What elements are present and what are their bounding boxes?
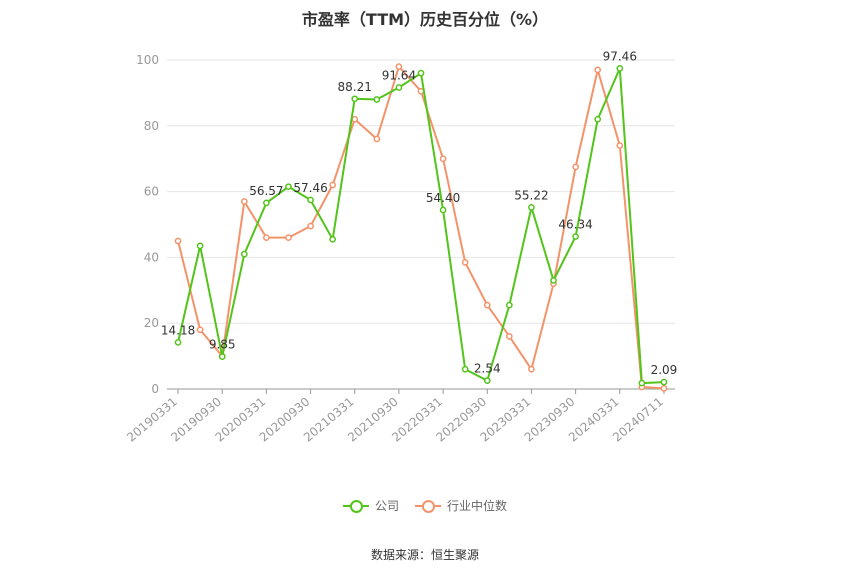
point-industry	[395, 63, 403, 70]
data-label: 88.21	[338, 80, 372, 94]
data-label: 46.34	[558, 218, 592, 232]
data-label: 55.22	[514, 188, 548, 202]
y-tick-label: 80	[144, 119, 159, 133]
point-industry	[373, 135, 381, 143]
point-company	[594, 115, 602, 123]
point-company	[351, 95, 359, 103]
point-industry	[263, 234, 270, 242]
data-label: 2.09	[651, 363, 678, 377]
point-industry	[572, 163, 579, 171]
point-industry	[461, 258, 469, 266]
legend-company-swatch	[342, 499, 369, 513]
data-label: 9.85	[209, 338, 236, 352]
point-company	[461, 365, 469, 373]
point-company	[417, 69, 425, 77]
point-company	[638, 379, 646, 387]
y-tick-label: 40	[144, 250, 159, 264]
point-company	[307, 196, 314, 204]
point-industry	[483, 301, 491, 309]
point-industry	[528, 365, 535, 373]
point-company	[660, 378, 668, 386]
point-company	[196, 242, 204, 250]
point-company	[505, 301, 513, 309]
point-industry	[505, 333, 513, 340]
data-label: 97.46	[603, 49, 637, 63]
point-company	[616, 65, 624, 72]
legend-company-label: 公司	[374, 499, 399, 513]
legend-item-company[interactable]: 公司	[342, 497, 399, 514]
legend-industry-swatch	[415, 499, 441, 513]
chart-title: 市盈率（TTM）历史百分位（%）	[301, 10, 549, 29]
point-company	[285, 183, 292, 191]
point-company	[528, 203, 535, 211]
point-industry	[196, 326, 204, 334]
point-industry	[329, 181, 337, 189]
point-industry	[174, 237, 182, 245]
point-industry	[351, 115, 359, 123]
y-tick-label: 60	[144, 185, 159, 199]
legend-industry-label: 行业中位数	[447, 499, 508, 513]
legend: 公司 行业中位数	[0, 497, 850, 514]
point-industry	[594, 66, 602, 74]
data-label: 2.54	[474, 362, 501, 376]
line-chart: 0204060801002019033120190930202003312020…	[124, 49, 678, 444]
point-industry	[240, 198, 248, 205]
point-industry	[616, 142, 624, 149]
data-label: 57.46	[293, 181, 327, 195]
point-company	[240, 250, 248, 258]
point-industry	[307, 222, 314, 230]
data-label: 14.18	[161, 323, 195, 337]
point-industry	[285, 234, 292, 242]
point-company	[174, 338, 182, 346]
data-label: 56.57	[249, 184, 283, 198]
point-industry	[660, 384, 668, 392]
data-label: 91.64	[382, 69, 416, 83]
data-label: 54.40	[426, 191, 460, 205]
data-source: 数据来源：恒生聚源	[370, 548, 479, 562]
y-tick-label: 100	[136, 53, 159, 67]
y-tick-label: 20	[144, 316, 159, 330]
point-company	[218, 353, 226, 360]
point-company	[550, 277, 557, 284]
point-company	[373, 96, 381, 103]
y-tick-label: 0	[151, 382, 159, 396]
point-company	[439, 206, 447, 214]
point-industry	[439, 155, 447, 163]
point-company	[263, 199, 270, 207]
point-company	[329, 235, 337, 243]
point-company	[483, 377, 491, 384]
point-company	[572, 233, 579, 240]
legend-item-industry[interactable]: 行业中位数	[415, 497, 507, 514]
point-company	[395, 84, 403, 91]
